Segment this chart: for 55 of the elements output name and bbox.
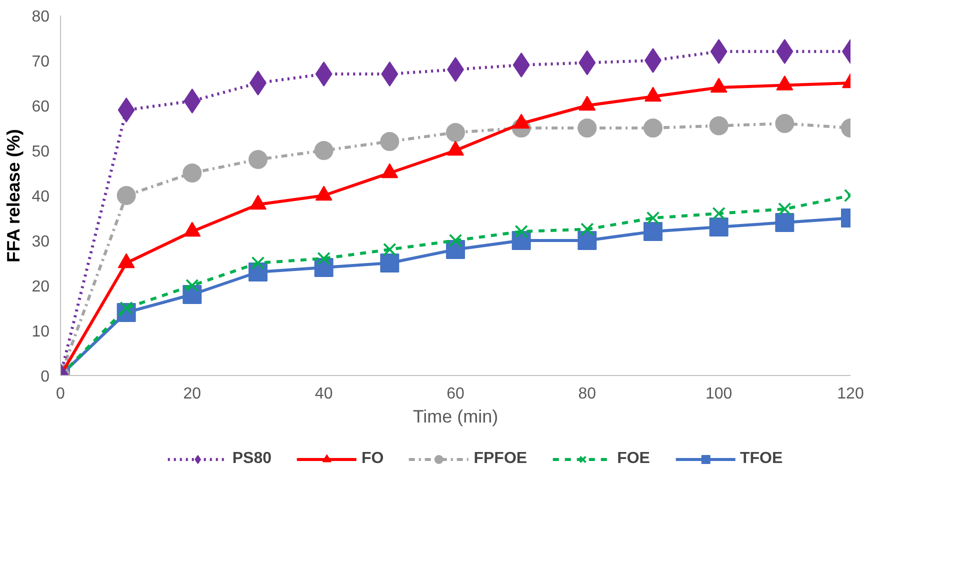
y-tick-label: 10 bbox=[32, 324, 50, 340]
y-tick-label: 50 bbox=[32, 144, 50, 160]
point bbox=[248, 150, 268, 169]
point bbox=[775, 114, 794, 133]
point bbox=[710, 39, 728, 64]
legend-label: FOE bbox=[617, 450, 650, 468]
point bbox=[514, 224, 528, 238]
point bbox=[116, 186, 136, 205]
x-tick-label: 100 bbox=[705, 386, 732, 402]
point bbox=[317, 252, 330, 266]
point bbox=[578, 231, 597, 250]
y-tick-label: 30 bbox=[32, 234, 50, 250]
x-tick-label: 60 bbox=[446, 386, 464, 402]
point bbox=[512, 52, 530, 78]
point bbox=[182, 164, 202, 182]
legend-label: PS80 bbox=[232, 450, 272, 468]
y-tick-label: 0 bbox=[40, 368, 50, 386]
point bbox=[315, 62, 332, 86]
point bbox=[186, 278, 199, 292]
legend-label: FO bbox=[362, 450, 384, 468]
point bbox=[118, 98, 135, 122]
point bbox=[578, 118, 597, 138]
point bbox=[776, 39, 794, 64]
point bbox=[380, 254, 400, 272]
point bbox=[778, 202, 792, 216]
point bbox=[184, 88, 201, 114]
point bbox=[381, 62, 398, 86]
point bbox=[644, 118, 662, 138]
x-axis-title: Time (min) bbox=[412, 406, 498, 426]
point bbox=[383, 242, 396, 256]
point bbox=[580, 222, 594, 236]
point bbox=[448, 234, 462, 248]
y-axis-title: FFA release (%) bbox=[4, 129, 24, 263]
x-tick-label: 40 bbox=[314, 386, 333, 402]
point bbox=[644, 222, 662, 241]
point bbox=[380, 132, 400, 151]
point bbox=[709, 218, 728, 236]
x-tick-label: 0 bbox=[56, 386, 66, 402]
point bbox=[314, 141, 334, 160]
legend-label: TFOE bbox=[740, 450, 783, 468]
y-tick-label: 60 bbox=[32, 98, 50, 116]
point bbox=[709, 116, 728, 136]
legend-label: FPFOE bbox=[474, 450, 528, 468]
y-tick-label: 20 bbox=[32, 278, 50, 296]
point bbox=[646, 211, 660, 225]
point bbox=[251, 256, 265, 270]
x-tick-label: 20 bbox=[183, 386, 202, 402]
x-tick-label: 80 bbox=[578, 386, 596, 402]
y-tick-label: 80 bbox=[32, 8, 50, 26]
y-tick-label: 70 bbox=[32, 54, 50, 70]
point bbox=[712, 206, 726, 220]
point bbox=[446, 123, 465, 142]
point bbox=[775, 213, 794, 232]
y-tick-label: 40 bbox=[32, 188, 50, 206]
x-tick-label: 120 bbox=[837, 386, 864, 402]
